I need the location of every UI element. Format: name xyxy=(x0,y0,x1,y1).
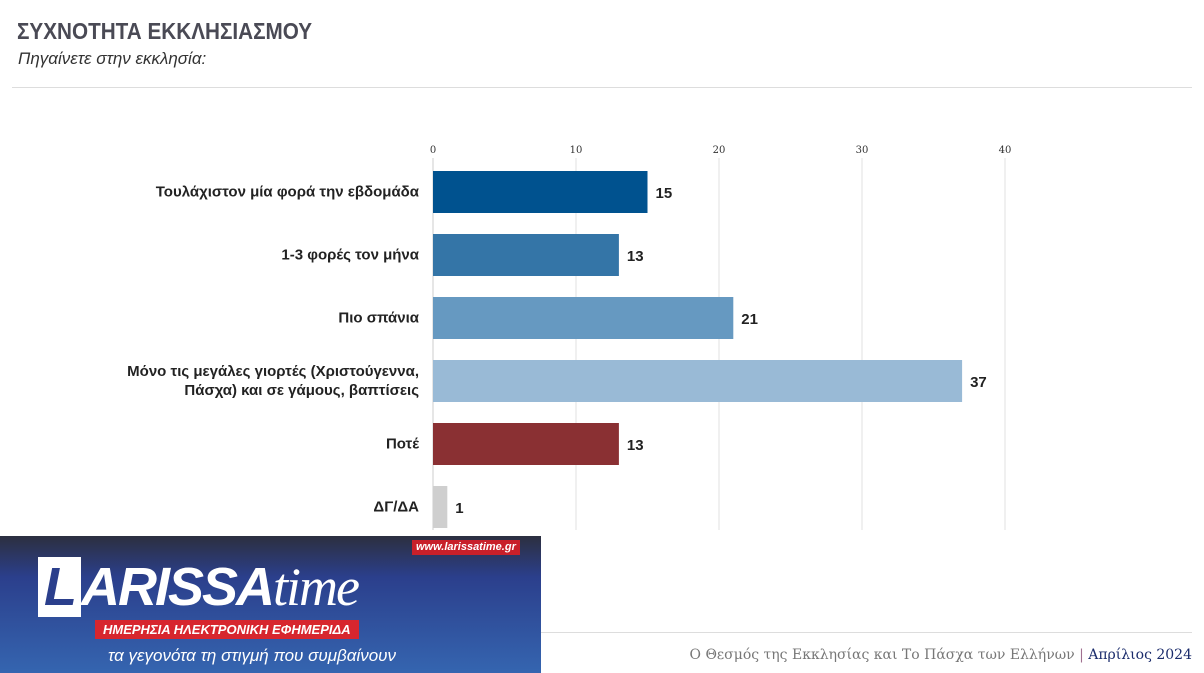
bar xyxy=(433,360,963,402)
larissatime-logo: L ARISSAtime www.larissatime.gr ΗΜΕΡΗΣΙΑ … xyxy=(0,536,541,673)
data-label: 37 xyxy=(970,374,987,391)
category-label: Πιο σπάνια xyxy=(338,309,419,327)
chart-subtitle: Πηγαίνετε στην εκκλησία: xyxy=(18,49,207,68)
bar xyxy=(433,423,619,465)
date-text: Απρίλιος 2024 xyxy=(1088,647,1192,663)
bar xyxy=(433,234,619,276)
bar xyxy=(433,486,448,528)
bar xyxy=(433,297,734,339)
category-label: ΔΓ/ΔΑ xyxy=(373,498,419,516)
x-tick-label: 30 xyxy=(856,145,869,156)
logo-url: www.larissatime.gr xyxy=(412,540,520,555)
x-tick-label: 20 xyxy=(713,145,726,156)
logo-slogan: τα γεγονότα τη στιγμή που συμβαίνουν xyxy=(108,646,397,665)
source-text: Ο Θεσμός της Εκκλησίας και Το Πάσχα των … xyxy=(689,647,1075,663)
divider xyxy=(12,632,1192,633)
data-label: 21 xyxy=(741,311,758,328)
category-label: Μόνο τις μεγάλες γιορτές (Χριστούγεννα, … xyxy=(127,363,419,399)
footer: Ο Θεσμός της Εκκλησίας και Το Πάσχα των … xyxy=(690,647,1192,663)
data-label: 15 xyxy=(656,185,673,202)
x-tick-label: 40 xyxy=(999,145,1012,156)
data-label: 1 xyxy=(455,500,463,517)
category-label: 1-3 φορές τον μήνα xyxy=(281,246,419,264)
logo-wordmark: L ARISSAtime xyxy=(38,557,360,617)
chart-title: ΣΥΧΝΟΤΗΤΑ ΕΚΚΛΗΣΙΑΣΜΟΥ xyxy=(17,18,313,44)
category-label: Τουλάχιστον μία φορά την εβδομάδα xyxy=(155,183,419,201)
x-tick-label: 0 xyxy=(430,145,436,156)
data-label: 13 xyxy=(627,437,644,454)
bar xyxy=(433,171,648,213)
logo-tagline: ΗΜΕΡΗΣΙΑ ΗΛΕΚΤΡΟΝΙΚΗ ΕΦΗΜΕΡΙΔΑ xyxy=(95,620,359,639)
category-label: Ποτέ xyxy=(385,435,419,453)
data-label: 13 xyxy=(627,248,644,265)
separator: | xyxy=(1079,647,1084,663)
divider xyxy=(12,87,1192,88)
x-tick-label: 10 xyxy=(570,145,583,156)
